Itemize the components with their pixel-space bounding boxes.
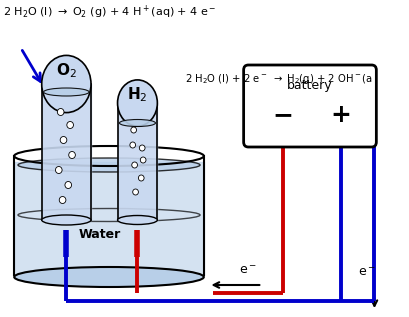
Text: H$_2$: H$_2$ [127,85,147,104]
Text: 2 H$_2$O (l) $\rightarrow$ O$_2$ (g) + 4 H$^+$(aq) + 4 e$^-$: 2 H$_2$O (l) $\rightarrow$ O$_2$ (g) + 4… [3,4,216,21]
FancyBboxPatch shape [243,65,375,147]
Circle shape [59,197,66,204]
Circle shape [139,145,145,151]
Text: e$^-$: e$^-$ [357,267,375,280]
Circle shape [131,162,137,168]
Text: O$_2$: O$_2$ [56,61,76,80]
Circle shape [65,182,72,189]
Ellipse shape [119,120,155,126]
Text: +: + [330,103,351,127]
Circle shape [57,108,64,115]
Text: battery: battery [286,80,332,93]
Text: e$^-$: e$^-$ [238,264,256,277]
Ellipse shape [117,80,157,126]
Ellipse shape [18,158,200,172]
Circle shape [55,166,62,173]
Circle shape [138,175,144,181]
Circle shape [133,189,138,195]
Ellipse shape [14,267,203,287]
Circle shape [67,121,73,128]
Ellipse shape [117,216,157,224]
Ellipse shape [42,215,91,225]
Text: 2 H$_2$O (l) + 2 e$^-$ $\rightarrow$ H$_2$(g) + 2 OH$^-$(a: 2 H$_2$O (l) + 2 e$^-$ $\rightarrow$ H$_… [184,72,372,86]
Text: Water: Water [78,229,120,242]
Circle shape [130,127,136,133]
Text: −: − [272,103,293,127]
Circle shape [140,157,146,163]
Ellipse shape [42,55,91,113]
Circle shape [69,152,75,158]
Ellipse shape [43,88,89,96]
Circle shape [130,142,135,148]
Circle shape [60,137,67,144]
